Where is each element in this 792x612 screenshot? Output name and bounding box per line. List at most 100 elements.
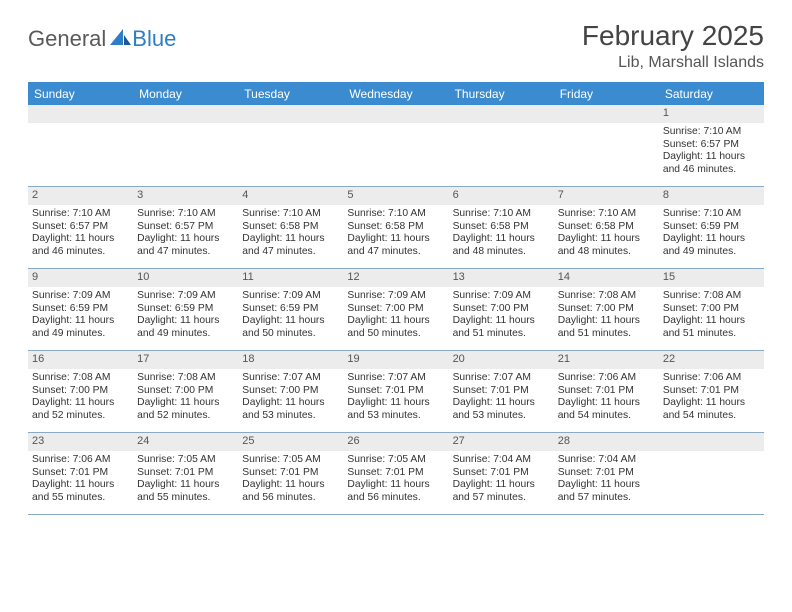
daylight-text: Daylight: 11 hours and 47 minutes.: [137, 233, 234, 259]
calendar-cell: 22Sunrise: 7:06 AMSunset: 7:01 PMDayligh…: [659, 351, 764, 433]
calendar-cell: 16Sunrise: 7:08 AMSunset: 7:00 PMDayligh…: [28, 351, 133, 433]
calendar-cell: 12Sunrise: 7:09 AMSunset: 7:00 PMDayligh…: [343, 269, 448, 351]
sunset-text: Sunset: 6:59 PM: [32, 303, 129, 316]
sunrise-text: Sunrise: 7:08 AM: [663, 290, 760, 303]
calendar-cell: [343, 105, 448, 187]
daylight-text: Daylight: 11 hours and 53 minutes.: [453, 397, 550, 423]
sunrise-text: Sunrise: 7:06 AM: [32, 454, 129, 467]
logo-word2: Blue: [132, 26, 176, 52]
calendar-cell: 11Sunrise: 7:09 AMSunset: 6:59 PMDayligh…: [238, 269, 343, 351]
day-number: 2: [28, 187, 133, 205]
day-number: 5: [343, 187, 448, 205]
sunrise-text: Sunrise: 7:10 AM: [453, 208, 550, 221]
calendar-cell: 13Sunrise: 7:09 AMSunset: 7:00 PMDayligh…: [449, 269, 554, 351]
calendar-cell: [554, 105, 659, 187]
sunrise-text: Sunrise: 7:09 AM: [453, 290, 550, 303]
sunrise-text: Sunrise: 7:05 AM: [137, 454, 234, 467]
sunrise-text: Sunrise: 7:04 AM: [558, 454, 655, 467]
sunrise-text: Sunrise: 7:10 AM: [558, 208, 655, 221]
day-number: 7: [554, 187, 659, 205]
sunset-text: Sunset: 7:01 PM: [347, 385, 444, 398]
calendar-cell: 9Sunrise: 7:09 AMSunset: 6:59 PMDaylight…: [28, 269, 133, 351]
day-number: [133, 105, 238, 123]
day-number: 9: [28, 269, 133, 287]
day-number: 20: [449, 351, 554, 369]
day-number: 17: [133, 351, 238, 369]
sunset-text: Sunset: 7:00 PM: [663, 303, 760, 316]
day-number: 6: [449, 187, 554, 205]
calendar-cell: [659, 433, 764, 515]
calendar-cell: 19 Sunrise: 7:07 AMSunset: 7:01 PMDayligh…: [343, 351, 448, 433]
sunrise-text: Sunrise: 7:05 AM: [242, 454, 339, 467]
calendar-cell: 7Sunrise: 7:10 AMSunset: 6:58 PMDaylight…: [554, 187, 659, 269]
calendar-grid: SundayMondayTuesdayWednesdayThursdayFrid…: [28, 82, 764, 515]
sunrise-text: Sunrise: 7:07 AM: [347, 372, 444, 385]
sunrise-text: Sunrise: 7:06 AM: [663, 372, 760, 385]
calendar-cell: 25Sunrise: 7:05 AMSunset: 7:01 PMDayligh…: [238, 433, 343, 515]
sunrise-text: Sunrise: 7:10 AM: [663, 208, 760, 221]
calendar-cell: 17Sunrise: 7:08 AMSunset: 7:00 PMDayligh…: [133, 351, 238, 433]
calendar-cell: 3Sunrise: 7:10 AMSunset: 6:57 PMDaylight…: [133, 187, 238, 269]
day-number: 16: [28, 351, 133, 369]
calendar-cell: 14Sunrise: 7:08 AMSunset: 7:00 PMDayligh…: [554, 269, 659, 351]
daylight-text: Daylight: 11 hours and 53 minutes.: [242, 397, 339, 423]
sunrise-text: Sunrise: 7:04 AM: [453, 454, 550, 467]
sunset-text: Sunset: 7:00 PM: [453, 303, 550, 316]
calendar-cell: 4Sunrise: 7:10 AMSunset: 6:58 PMDaylight…: [238, 187, 343, 269]
calendar-cell: 18Sunrise: 7:07 AMSunset: 7:00 PMDayligh…: [238, 351, 343, 433]
title-block: February 2025 Lib, Marshall Islands: [582, 20, 764, 72]
daylight-text: Daylight: 11 hours and 57 minutes.: [558, 479, 655, 505]
calendar-cell: 5Sunrise: 7:10 AMSunset: 6:58 PMDaylight…: [343, 187, 448, 269]
day-number: 4: [238, 187, 343, 205]
calendar-cell: 15Sunrise: 7:08 AMSunset: 7:00 PMDayligh…: [659, 269, 764, 351]
sunset-text: Sunset: 7:01 PM: [558, 385, 655, 398]
logo-sail-icon: [110, 26, 132, 52]
daylight-text: Daylight: 11 hours and 47 minutes.: [242, 233, 339, 259]
dayname-header: Monday: [133, 83, 238, 105]
day-number: [28, 105, 133, 123]
day-number: 11: [238, 269, 343, 287]
sunrise-text: Sunrise: 7:10 AM: [137, 208, 234, 221]
sunset-text: Sunset: 7:01 PM: [663, 385, 760, 398]
daylight-text: Daylight: 11 hours and 52 minutes.: [137, 397, 234, 423]
sunrise-text: Sunrise: 7:08 AM: [558, 290, 655, 303]
calendar-cell: 27Sunrise: 7:04 AMSunset: 7:01 PMDayligh…: [449, 433, 554, 515]
day-number: [554, 105, 659, 123]
day-number: 28: [554, 433, 659, 451]
sunrise-text: Sunrise: 7:06 AM: [558, 372, 655, 385]
sunset-text: Sunset: 6:59 PM: [242, 303, 339, 316]
sunrise-text: Sunrise: 7:10 AM: [347, 208, 444, 221]
daylight-text: Daylight: 11 hours and 56 minutes.: [347, 479, 444, 505]
daylight-text: Daylight: 11 hours and 53 minutes.: [347, 397, 444, 423]
month-title: February 2025: [582, 20, 764, 52]
day-number: 12: [343, 269, 448, 287]
day-number: [238, 105, 343, 123]
sunset-text: Sunset: 7:01 PM: [242, 467, 339, 480]
day-number: 21: [554, 351, 659, 369]
day-number: 22: [659, 351, 764, 369]
day-number: [449, 105, 554, 123]
location: Lib, Marshall Islands: [582, 54, 764, 72]
dayname-header: Sunday: [28, 83, 133, 105]
daylight-text: Daylight: 11 hours and 48 minutes.: [453, 233, 550, 259]
sunset-text: Sunset: 7:00 PM: [242, 385, 339, 398]
logo-word1: General: [28, 26, 106, 52]
sunset-text: Sunset: 7:00 PM: [137, 385, 234, 398]
daylight-text: Daylight: 11 hours and 49 minutes.: [32, 315, 129, 341]
calendar-cell: 26Sunrise: 7:05 AMSunset: 7:01 PMDayligh…: [343, 433, 448, 515]
calendar-cell: [133, 105, 238, 187]
sunrise-text: Sunrise: 7:10 AM: [32, 208, 129, 221]
sunset-text: Sunset: 7:00 PM: [347, 303, 444, 316]
day-number: 19: [343, 351, 448, 369]
calendar-cell: 1Sunrise: 7:10 AMSunset: 6:57 PMDaylight…: [659, 105, 764, 187]
sunset-text: Sunset: 7:01 PM: [32, 467, 129, 480]
calendar-cell: 6Sunrise: 7:10 AMSunset: 6:58 PMDaylight…: [449, 187, 554, 269]
calendar-cell: [28, 105, 133, 187]
day-number: 3: [133, 187, 238, 205]
day-number: 13: [449, 269, 554, 287]
dayname-header: Wednesday: [343, 83, 448, 105]
day-number: 8: [659, 187, 764, 205]
logo: General Blue: [28, 26, 176, 52]
sunrise-text: Sunrise: 7:07 AM: [453, 372, 550, 385]
calendar-cell: [449, 105, 554, 187]
